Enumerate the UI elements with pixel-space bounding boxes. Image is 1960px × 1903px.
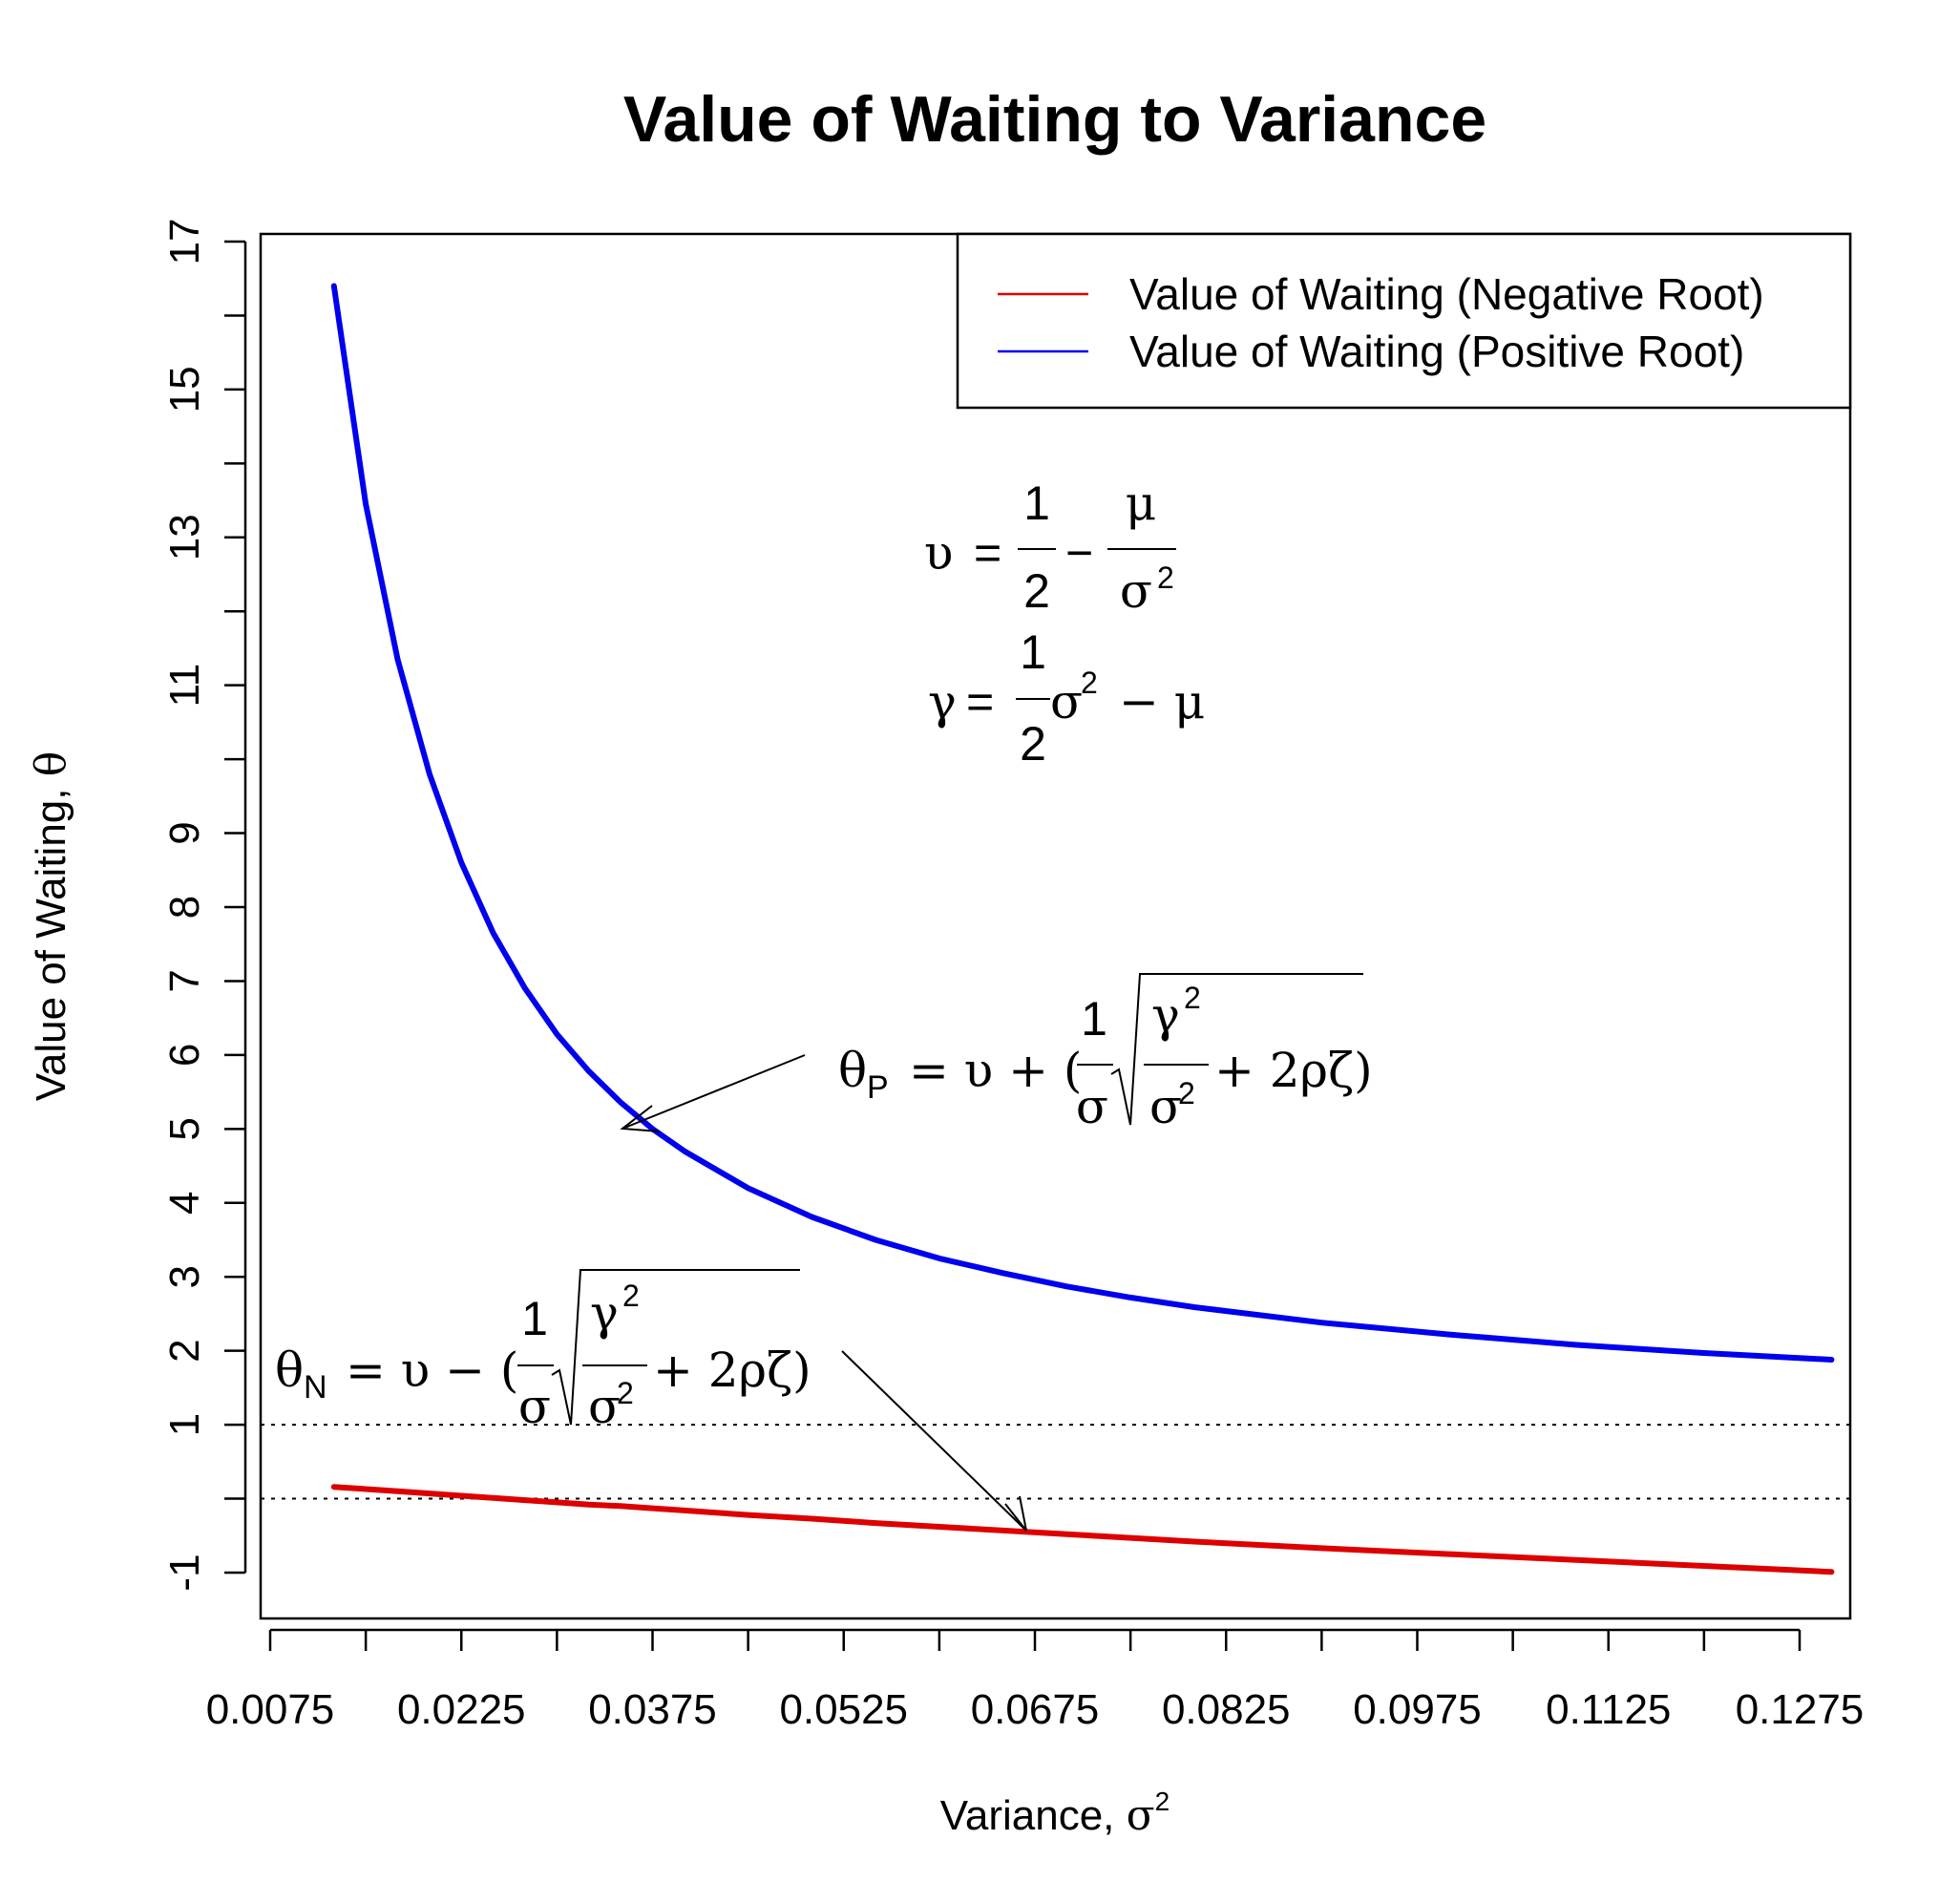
formula-theta-n-g: γ (590, 1285, 619, 1341)
x-tick-label: 0.0075 (206, 1686, 335, 1733)
y-tick-label: 4 (161, 1192, 208, 1215)
y-tick-label: 3 (161, 1265, 208, 1288)
formula-theta-p-ssup: 2 (1178, 1076, 1195, 1110)
formula-upsilon-den2-sup: 2 (1157, 560, 1174, 595)
plot-frame (259, 232, 1852, 1620)
y-tick-label: 5 (161, 1117, 208, 1140)
y-tick-label: 8 (161, 896, 208, 919)
y-tick-label: 7 (161, 969, 208, 992)
arrow-theta-n (841, 1350, 1027, 1532)
y-tick-label: 1 (161, 1413, 208, 1436)
x-tick-label: 0.0375 (588, 1686, 717, 1733)
x-tick-label: 0.0675 (971, 1686, 1100, 1733)
x-tick-label: 0.1125 (1546, 1686, 1671, 1733)
formula-theta-p-sub: P (867, 1069, 889, 1106)
formula-gamma-rest: − μ (1119, 674, 1205, 729)
legend-box (956, 232, 1852, 410)
formula-theta-p: θ P = υ + ( 1 σ γ 2 σ 2 + 2ρζ) (838, 973, 1373, 1134)
y-tick-label: 13 (161, 514, 208, 560)
formula-upsilon-num: 1 (1023, 476, 1050, 530)
formula-theta-p-den: σ (1076, 1079, 1108, 1134)
series-lines (330, 283, 1835, 1575)
formula-theta-n-ssup: 2 (617, 1376, 634, 1410)
formula-upsilon-eq: = (974, 526, 1001, 580)
formula-theta-p-tail: + 2ρζ) (1214, 1043, 1373, 1098)
y-tick-label: 6 (161, 1044, 208, 1067)
y-tick-label: 17 (161, 219, 208, 265)
formula-gamma-sup: 2 (1081, 666, 1098, 700)
arrow-theta-p (620, 1054, 806, 1132)
formula-theta-n-body: = υ − ( (346, 1343, 518, 1398)
y-axis-label: Value of Waiting, θ (27, 751, 75, 1101)
formula-theta-n-num: 1 (521, 1292, 548, 1345)
y-tick-label: 11 (161, 664, 208, 708)
formula-theta-p-g: γ (1151, 987, 1180, 1043)
x-axis-label: Variance, σ2 (940, 1787, 1170, 1840)
legend-label-negative: Value of Waiting (Negative Root) (1129, 269, 1764, 319)
y-axis: -1 1 2 3 4 5 6 7 8 9 11 13 15 17 (161, 219, 247, 1592)
x-tick-label: 0.1275 (1736, 1686, 1865, 1733)
formula-theta-p-s: σ (1149, 1079, 1182, 1134)
formula-upsilon-den2: σ (1120, 563, 1152, 619)
formula-theta-n-tail: + 2ρζ) (653, 1343, 811, 1398)
x-axis: 0.0075 0.0225 0.0375 0.0525 0.0675 0.0825 0.09… (206, 1628, 1865, 1733)
formula-theta-n-gsup: 2 (622, 1279, 640, 1313)
formula-gamma-den: 2 (1020, 717, 1046, 771)
y-tick-label: 15 (161, 366, 208, 412)
formula-theta-p-num: 1 (1081, 992, 1107, 1046)
formula-theta-p-body: = υ + ( (909, 1043, 1082, 1098)
formula-theta-p-sqrt (1110, 973, 1363, 1126)
formula-theta-n-lhs: θ (275, 1343, 304, 1398)
formula-gamma-num: 1 (1020, 625, 1046, 679)
series-line-positive-root (330, 283, 1835, 1363)
formula-gamma: γ = 1 2 σ 2 − μ (928, 625, 1205, 771)
x-tick-label: 0.0975 (1353, 1686, 1482, 1733)
formula-gamma-lhs: γ (928, 674, 957, 729)
legend: Value of Waiting (Negative Root) Value o… (956, 232, 1852, 410)
formula-upsilon-minus: − (1065, 526, 1093, 580)
formula-theta-n-sqrt (551, 1269, 800, 1426)
formula-theta-n: θ N = υ − ( 1 σ γ 2 σ 2 + 2ρζ) (275, 1269, 811, 1434)
x-tick-label: 0.0525 (779, 1686, 908, 1733)
y-tick-label: -1 (161, 1554, 208, 1591)
reference-lines (261, 1424, 1850, 1500)
formula-upsilon-num2: μ (1126, 476, 1157, 531)
formula-upsilon: υ = 1 2 − μ σ 2 (924, 476, 1176, 619)
formula-theta-n-s: σ (588, 1379, 621, 1434)
formula-theta-n-den: σ (518, 1379, 551, 1434)
y-tick-label: 9 (161, 821, 208, 844)
x-tick-label: 0.0225 (397, 1686, 526, 1733)
formula-upsilon-lhs: υ (924, 525, 953, 581)
y-tick-label: 2 (161, 1339, 208, 1362)
legend-label-positive: Value of Waiting (Positive Root) (1129, 327, 1744, 376)
formula-gamma-eq: = (966, 675, 994, 729)
formula-upsilon-den: 2 (1023, 564, 1050, 618)
formula-theta-p-gsup: 2 (1184, 981, 1201, 1015)
formula-gamma-sigma: σ (1050, 674, 1083, 729)
formula-theta-p-lhs: θ (838, 1043, 867, 1098)
x-tick-label: 0.0825 (1162, 1686, 1291, 1733)
series-line-negative-root (330, 1484, 1835, 1575)
formula-theta-n-sub: N (304, 1369, 327, 1406)
chart-title: Value of Waiting to Variance (623, 83, 1486, 156)
